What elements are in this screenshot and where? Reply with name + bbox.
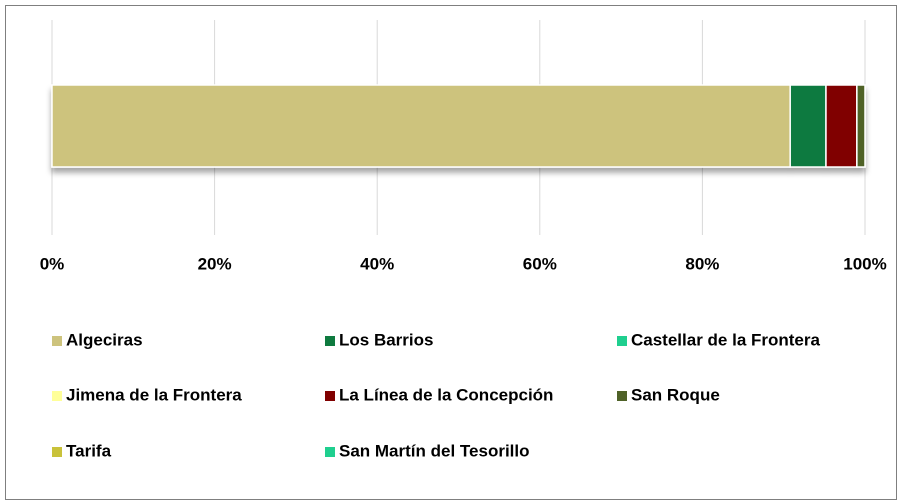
legend-swatch (325, 447, 335, 457)
legend-swatch (617, 391, 627, 401)
bar-segment (825, 84, 858, 168)
legend-swatch (52, 391, 62, 401)
x-tick-label: 100% (843, 254, 886, 273)
x-tick-label: 0% (40, 254, 65, 273)
x-tick-label: 80% (685, 254, 719, 273)
chart-border (5, 5, 897, 500)
legend-label: Algeciras (66, 330, 143, 349)
legend-swatch (325, 336, 335, 346)
legend-label: San Roque (631, 385, 720, 404)
legend-swatch (617, 336, 627, 346)
legend-label: Los Barrios (339, 330, 433, 349)
bar-segment (51, 84, 791, 168)
legend-swatch (52, 447, 62, 457)
legend-label: San Martín del Tesorillo (339, 441, 530, 460)
legend-label: Tarifa (66, 441, 112, 460)
legend-swatch (52, 336, 62, 346)
legend-label: La Línea de la Concepción (339, 385, 553, 404)
bar-group (51, 84, 866, 168)
x-tick-label: 60% (523, 254, 557, 273)
legend-swatch (325, 391, 335, 401)
x-tick-label: 40% (360, 254, 394, 273)
legend-label: Castellar de la Frontera (631, 330, 821, 349)
legend-label: Jimena de la Frontera (66, 385, 242, 404)
x-tick-label: 20% (198, 254, 232, 273)
bar-segment (789, 84, 827, 168)
bar-segment (856, 84, 866, 168)
